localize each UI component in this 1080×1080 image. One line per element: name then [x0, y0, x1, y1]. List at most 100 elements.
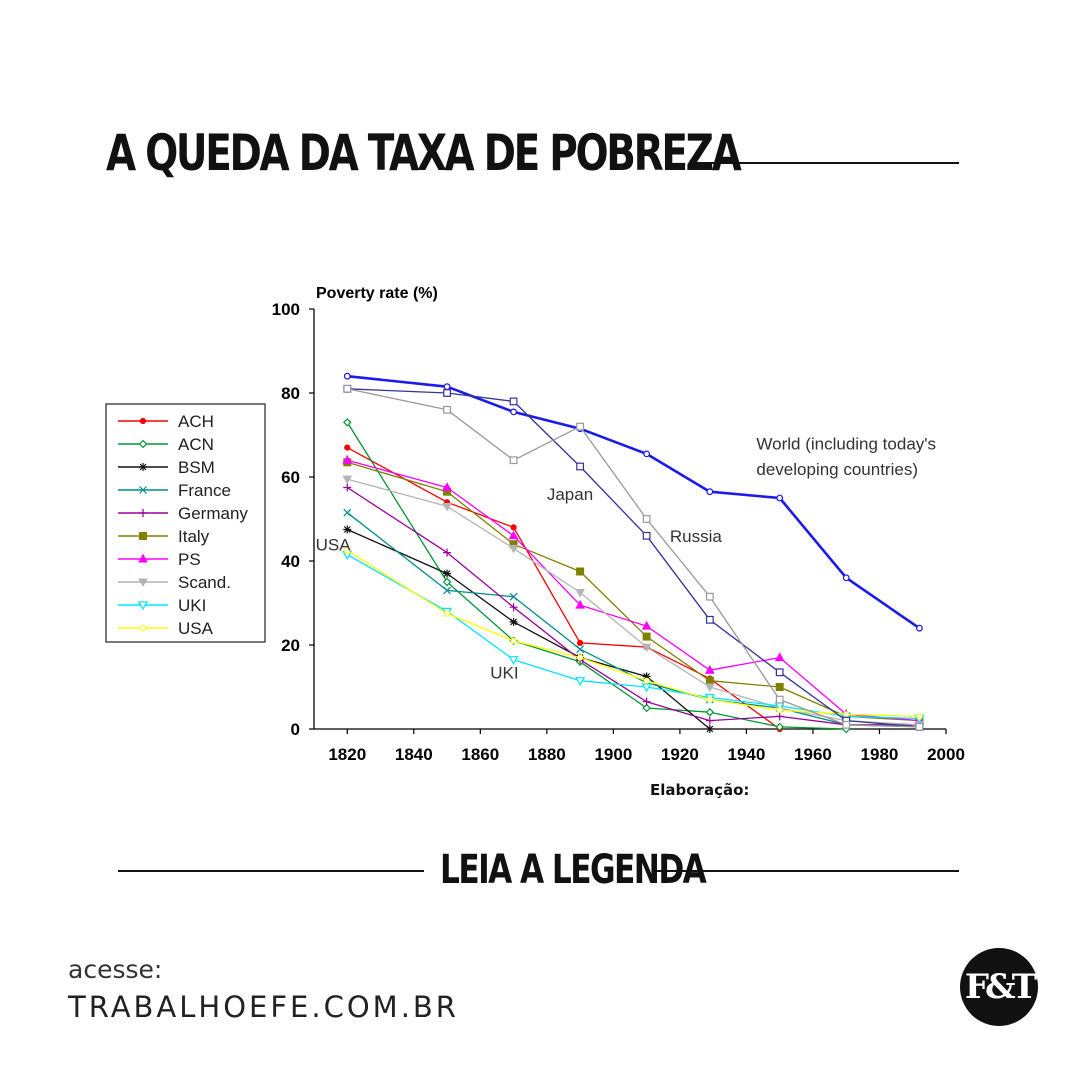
series-russia-point	[915, 722, 924, 731]
series-italy-point	[642, 632, 651, 641]
y-tick-label: 0	[291, 720, 300, 739]
series-russia-point	[343, 384, 352, 393]
cta-divider-left	[118, 870, 424, 872]
series-japan-point	[443, 389, 451, 397]
series-acn-point	[442, 577, 452, 587]
series-bsm-point	[509, 617, 518, 626]
series-germany-point	[509, 603, 518, 612]
legend-label: BSM	[178, 458, 215, 477]
series-acn-point	[343, 418, 352, 427]
legend-marker	[139, 486, 147, 494]
chart-annotation: USA	[316, 536, 352, 555]
y-tick-label: 20	[281, 636, 300, 655]
series-uki-point	[508, 656, 519, 665]
series-germany-point	[343, 483, 352, 492]
y-tick-label: 80	[281, 384, 300, 403]
series-world-including-today-s-developing-countries-point	[776, 494, 784, 502]
page-title: A QUEDA DA TAXA DE POBREZA	[106, 124, 742, 182]
series-world-including-today-s-developing-countries-point	[510, 408, 517, 416]
series-usa-point	[843, 711, 850, 718]
legend-label: USA	[178, 619, 214, 638]
legend-marker	[139, 624, 147, 632]
series-italy-point	[775, 683, 784, 691]
series-usa-point	[643, 677, 650, 684]
series-world-including-today-s-developing-countries-point	[706, 488, 714, 496]
series-usa-point	[577, 654, 584, 661]
legend-marker	[139, 463, 147, 471]
credit-label: Elaboração:	[650, 781, 750, 799]
series-usa-point	[706, 696, 713, 703]
series-world-including-today-s-developing-countries-point	[915, 624, 923, 632]
series-russia-point	[775, 695, 784, 704]
series-world-including-today-s-developing-countries-point	[343, 372, 351, 380]
legend-label: ACN	[178, 435, 214, 454]
legend-label: PS	[178, 550, 201, 569]
series-ps-point	[704, 664, 715, 674]
x-tick-label: 1900	[594, 745, 632, 764]
legend-marker	[138, 439, 148, 449]
legend-label: Scand.	[178, 573, 231, 592]
series-uki-point	[575, 677, 586, 686]
series-ach-point	[510, 524, 517, 531]
access-label: acesse:	[68, 955, 163, 984]
series-france-line	[346, 512, 920, 728]
series-japan-point	[509, 397, 518, 406]
series-ps-point	[575, 599, 585, 609]
series-japan-point	[775, 668, 784, 677]
series-russia-point	[509, 456, 518, 465]
series-ps-line	[347, 459, 920, 722]
legend-marker	[139, 417, 147, 425]
series-world-including-today-s-developing-countries-point	[643, 450, 651, 458]
series-acn-point	[642, 703, 651, 713]
series-ach-point	[344, 444, 351, 451]
series-japan-point	[576, 462, 585, 471]
series-bsm-line	[347, 528, 711, 730]
series-world-including-today-s-developing-countries-point	[842, 574, 850, 582]
series-acn-point	[775, 722, 784, 732]
series-bsm-point	[705, 725, 714, 733]
legend-label: Germany	[178, 504, 248, 523]
legend-label: UKI	[178, 596, 206, 615]
x-tick-label: 2000	[927, 745, 965, 764]
series-usa-point	[510, 637, 517, 644]
series-bsm-point	[343, 525, 352, 534]
x-tick-label: 1960	[794, 745, 832, 764]
series-usa-point	[776, 707, 783, 714]
series-russia-point	[576, 422, 585, 431]
title-divider	[692, 162, 959, 164]
series-italy-point	[705, 676, 714, 685]
series-scand-point	[342, 475, 353, 485]
x-tick-label: 1840	[395, 745, 433, 764]
series-russia-point	[705, 592, 714, 601]
website-link[interactable]: TRABALHOEFE.COM.BR	[68, 990, 459, 1024]
brand-logo: F&T	[960, 948, 1038, 1026]
series-france-point	[343, 508, 352, 517]
y-tick-label: 60	[281, 468, 300, 487]
series-japan-point	[705, 615, 714, 624]
x-tick-label: 1920	[661, 745, 699, 764]
legend-label: France	[178, 481, 231, 500]
series-ach-point	[577, 639, 584, 647]
series-italy-point	[576, 567, 585, 576]
series-world-including-today-s-developing-countries-point	[443, 383, 451, 391]
series-russia-point	[642, 515, 651, 523]
series-scand-point	[641, 643, 652, 653]
series-germany-line	[346, 486, 920, 726]
series-scand-line	[347, 478, 920, 726]
chart-annotation: Japan	[547, 485, 593, 504]
y-tick-label: 40	[281, 552, 300, 571]
legend-marker	[138, 578, 148, 588]
series-scand-point	[575, 589, 585, 598]
series-usa-line	[346, 549, 920, 718]
y-tick-label: 100	[272, 300, 300, 319]
series-usa-point	[443, 610, 451, 617]
chart-annotation: developing countries)	[756, 460, 918, 479]
series-ps-point	[508, 530, 519, 540]
series-ps-point	[641, 620, 652, 630]
series-russia-point	[443, 405, 451, 414]
series-uki-point	[641, 683, 652, 693]
series-germany-point	[775, 712, 784, 721]
chart-annotation: Russia	[670, 527, 723, 546]
poverty-rate-chart: 0 20 40 60 80 100 1820 1840 1860 1880 1900 1920 1940…	[105, 285, 965, 764]
series-ps-point	[442, 482, 452, 491]
